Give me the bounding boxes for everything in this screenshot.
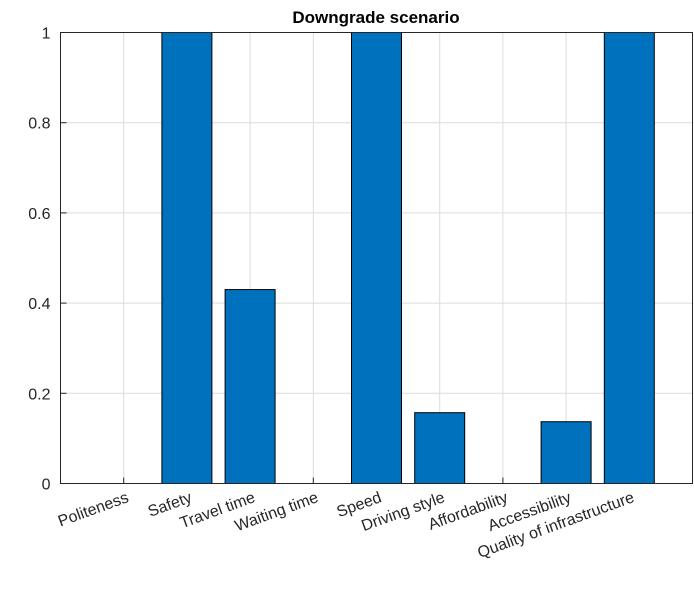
chart-title: Downgrade scenario [292,8,459,27]
bar [224,289,276,484]
bars-layer [161,32,655,485]
x-tick-label: Politeness [56,489,131,530]
y-tick-label: 0 [42,477,51,494]
bar [603,32,655,484]
y-tick-label: 0.6 [28,206,50,223]
y-tick-label: 1 [42,26,51,43]
bar [161,32,213,484]
y-tick-label: 0.4 [28,296,50,313]
bar [414,412,466,484]
y-tick-label: 0.8 [28,116,50,133]
bar [540,421,592,485]
bar [351,32,402,484]
axes-box [60,32,693,484]
y-tick-labels: 0 0.2 0.4 0.6 0.8 1 [28,26,50,494]
y-tick-label: 0.2 [28,386,50,403]
